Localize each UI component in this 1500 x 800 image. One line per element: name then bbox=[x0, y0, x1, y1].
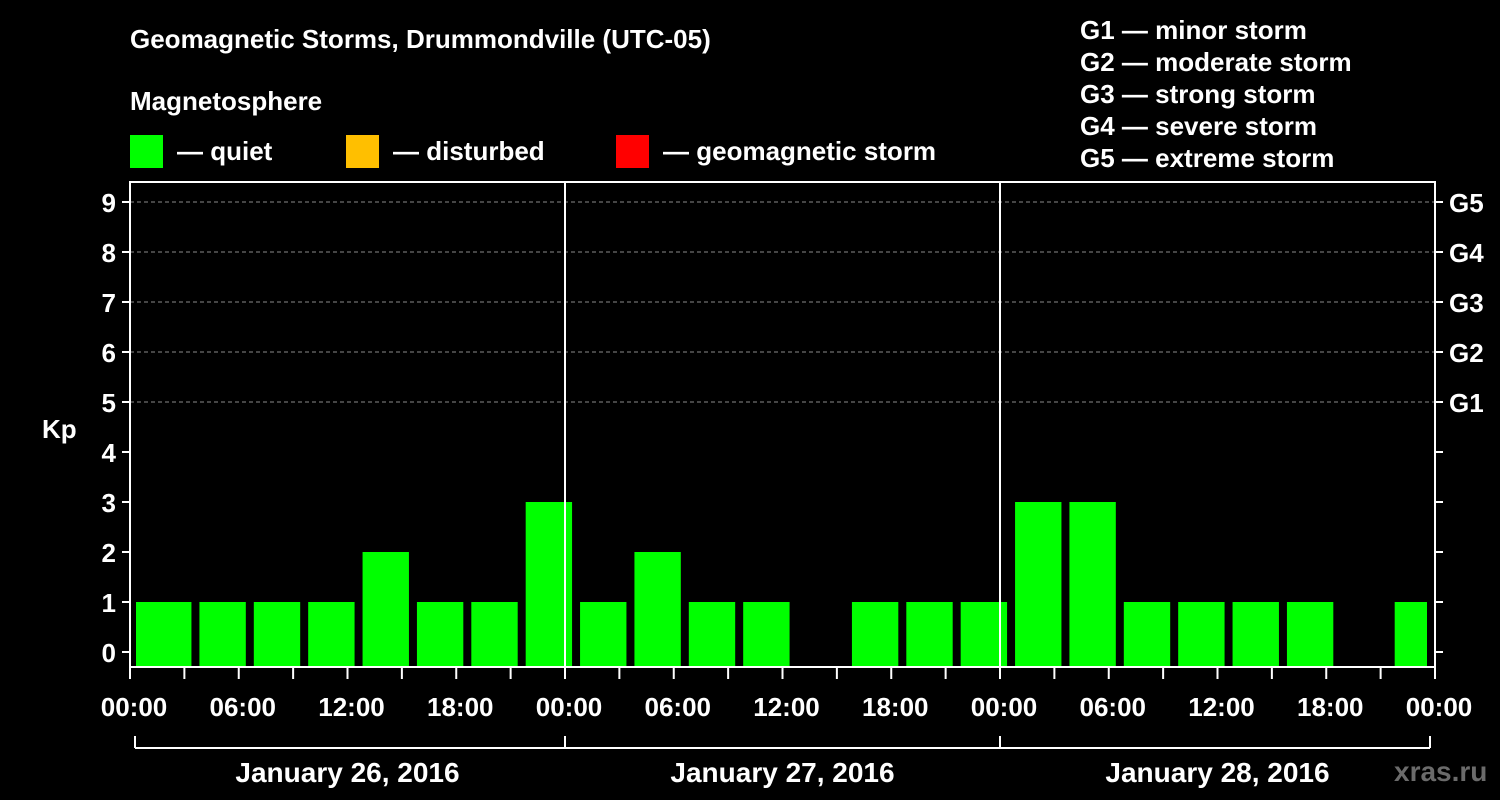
legend-swatch-storm bbox=[616, 134, 649, 168]
y-tick-label-7: 7 bbox=[102, 288, 116, 318]
y-tick-label-1: 1 bbox=[102, 588, 116, 618]
y-tick-label-4: 4 bbox=[102, 438, 117, 468]
legend-swatch-quiet bbox=[130, 134, 163, 168]
legend-heading: Magnetosphere bbox=[130, 86, 323, 116]
kp-bar-18 bbox=[1069, 502, 1116, 667]
x-tick-label-8: 00:00 bbox=[971, 692, 1038, 722]
kp-bar-17 bbox=[1015, 502, 1062, 667]
kp-bar-24 bbox=[1394, 602, 1427, 667]
legend-item-disturbed: — disturbed bbox=[346, 134, 545, 168]
kp-bar-7 bbox=[471, 602, 518, 667]
x-tick-label-11: 18:00 bbox=[1297, 692, 1364, 722]
x-tick-label-0: 00:00 bbox=[101, 692, 168, 722]
g-level-label-G5: G5 bbox=[1449, 188, 1484, 218]
legend-label-disturbed: — disturbed bbox=[393, 135, 545, 166]
x-tick-label-10: 12:00 bbox=[1188, 692, 1255, 722]
chart-title: Geomagnetic Storms, Drummondville (UTC-0… bbox=[130, 24, 711, 54]
y-tick-label-0: 0 bbox=[102, 638, 116, 668]
legend-swatch-disturbed bbox=[346, 134, 379, 168]
storm-scale-g5: G5 — extreme storm bbox=[1080, 143, 1335, 173]
date-label-0: January 26, 2016 bbox=[235, 757, 459, 788]
kp-bar-6 bbox=[416, 602, 464, 667]
kp-bar-15 bbox=[906, 602, 953, 667]
x-tick-label-6: 12:00 bbox=[753, 692, 820, 722]
legend-label-quiet: — quiet bbox=[177, 135, 273, 166]
kp-bar-3 bbox=[253, 602, 301, 667]
y-tick-label-8: 8 bbox=[102, 238, 116, 268]
x-tick-label-5: 06:00 bbox=[645, 692, 712, 722]
storm-scale-g4: G4 — severe storm bbox=[1080, 111, 1318, 141]
x-tick-label-7: 18:00 bbox=[862, 692, 929, 722]
kp-bar-20 bbox=[1178, 602, 1225, 667]
y-axis-label: Kp bbox=[42, 414, 77, 444]
storm-scale-g2: G2 — moderate storm bbox=[1080, 47, 1352, 77]
x-tick-label-2: 12:00 bbox=[318, 692, 385, 722]
kp-bar-11 bbox=[688, 602, 736, 667]
legend-item-storm: — geomagnetic storm bbox=[616, 134, 936, 168]
g-level-label-G2: G2 bbox=[1449, 338, 1484, 368]
storm-scale-g1: G1 — minor storm bbox=[1080, 15, 1307, 45]
g-level-label-G3: G3 bbox=[1449, 288, 1484, 318]
kp-bar-19 bbox=[1123, 602, 1171, 667]
x-tick-label-9: 06:00 bbox=[1080, 692, 1147, 722]
legend-item-quiet: — quiet bbox=[130, 134, 272, 168]
kp-bar-22 bbox=[1286, 602, 1334, 667]
kp-bar-9 bbox=[580, 602, 627, 667]
y-tick-label-3: 3 bbox=[102, 488, 116, 518]
storm-scale-list: G1 — minor storm G2 — moderate storm G3 … bbox=[1080, 14, 1352, 174]
kp-bar-10 bbox=[634, 552, 681, 667]
y-tick-label-6: 6 bbox=[102, 338, 116, 368]
legend-label-storm: — geomagnetic storm bbox=[663, 135, 937, 166]
y-tick-label-2: 2 bbox=[102, 538, 116, 568]
g-level-label-G4: G4 bbox=[1449, 238, 1484, 268]
x-tick-label-3: 18:00 bbox=[427, 692, 494, 722]
kp-bar-2 bbox=[199, 602, 246, 667]
kp-bar-1 bbox=[145, 602, 192, 667]
kp-bar-4 bbox=[308, 602, 355, 667]
x-tick-label-12: 00:00 bbox=[1406, 692, 1473, 722]
g-level-label-G1: G1 bbox=[1449, 388, 1484, 418]
kp-bar-14 bbox=[851, 602, 899, 667]
watermark: xras.ru bbox=[1394, 756, 1488, 787]
y-tick-label-5: 5 bbox=[102, 388, 116, 418]
kp-bar-12 bbox=[743, 602, 790, 667]
y-tick-label-9: 9 bbox=[102, 188, 116, 218]
date-label-2: January 28, 2016 bbox=[1105, 757, 1329, 788]
plot-frame bbox=[129, 181, 1436, 668]
kp-bar-21 bbox=[1232, 602, 1279, 667]
storm-scale-g3: G3 — strong storm bbox=[1080, 79, 1316, 109]
date-label-1: January 27, 2016 bbox=[670, 757, 894, 788]
x-tick-label-1: 06:00 bbox=[210, 692, 277, 722]
x-tick-label-4: 00:00 bbox=[536, 692, 603, 722]
kp-bar-5 bbox=[362, 552, 409, 667]
